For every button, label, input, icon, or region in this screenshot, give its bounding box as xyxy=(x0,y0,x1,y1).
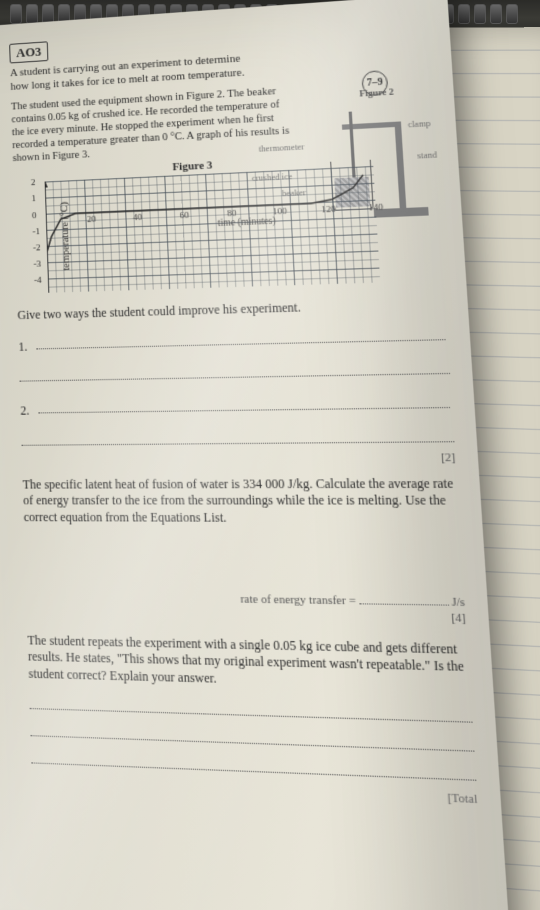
ytick-2: 2 xyxy=(31,177,36,187)
ytick-0: 0 xyxy=(32,210,37,220)
figure-3-graph: Figure 3 temperature (°C) 2 1 0 -1 -2 -3… xyxy=(23,152,378,294)
q2-marks: [4] xyxy=(451,611,466,625)
label-thermometer: thermometer xyxy=(258,141,304,154)
q1-num2: 2. xyxy=(20,403,34,419)
photo-scene: AO3 A student is carrying out an experim… xyxy=(0,0,540,910)
total-marks: [Total xyxy=(32,775,478,807)
ao-tag: AO3 xyxy=(9,41,48,63)
figure2-caption: Figure 2 xyxy=(359,86,394,98)
q2-answer-line: rate of energy transfer = J/s xyxy=(26,589,465,608)
rate-label: rate of energy transfer = xyxy=(240,592,356,607)
label-clamp: clamp xyxy=(408,118,431,130)
q2-prompt: The specific latent heat of fusion of wa… xyxy=(22,475,459,527)
stand-pole xyxy=(394,121,406,216)
worksheet-page: AO3 A student is carrying out an experim… xyxy=(0,0,516,910)
label-stand: stand xyxy=(417,149,437,161)
ytick-n4: -4 xyxy=(34,275,42,285)
ytick-n1: -1 xyxy=(32,226,40,236)
ytick-n3: -3 xyxy=(33,259,41,269)
q1-marks: [2] xyxy=(441,451,456,464)
q1-answer-2b[interactable] xyxy=(21,421,454,446)
rate-unit: J/s xyxy=(451,595,465,609)
q1-answer-2[interactable]: 2. xyxy=(20,380,453,419)
ytick-1: 1 xyxy=(31,193,36,203)
q1-answer-1b[interactable] xyxy=(19,353,450,381)
setup-paragraph: The student used the equipment shown in … xyxy=(11,83,296,165)
ytick-n2: -2 xyxy=(33,242,41,252)
data-line xyxy=(45,166,381,293)
q3-prompt: The student repeats the experiment with … xyxy=(27,632,470,694)
q1-num1: 1. xyxy=(18,339,32,355)
graph-plot-area: temperature (°C) 2 1 0 -1 -2 -3 -4 20 40… xyxy=(45,166,381,293)
rate-blank[interactable] xyxy=(359,603,449,605)
